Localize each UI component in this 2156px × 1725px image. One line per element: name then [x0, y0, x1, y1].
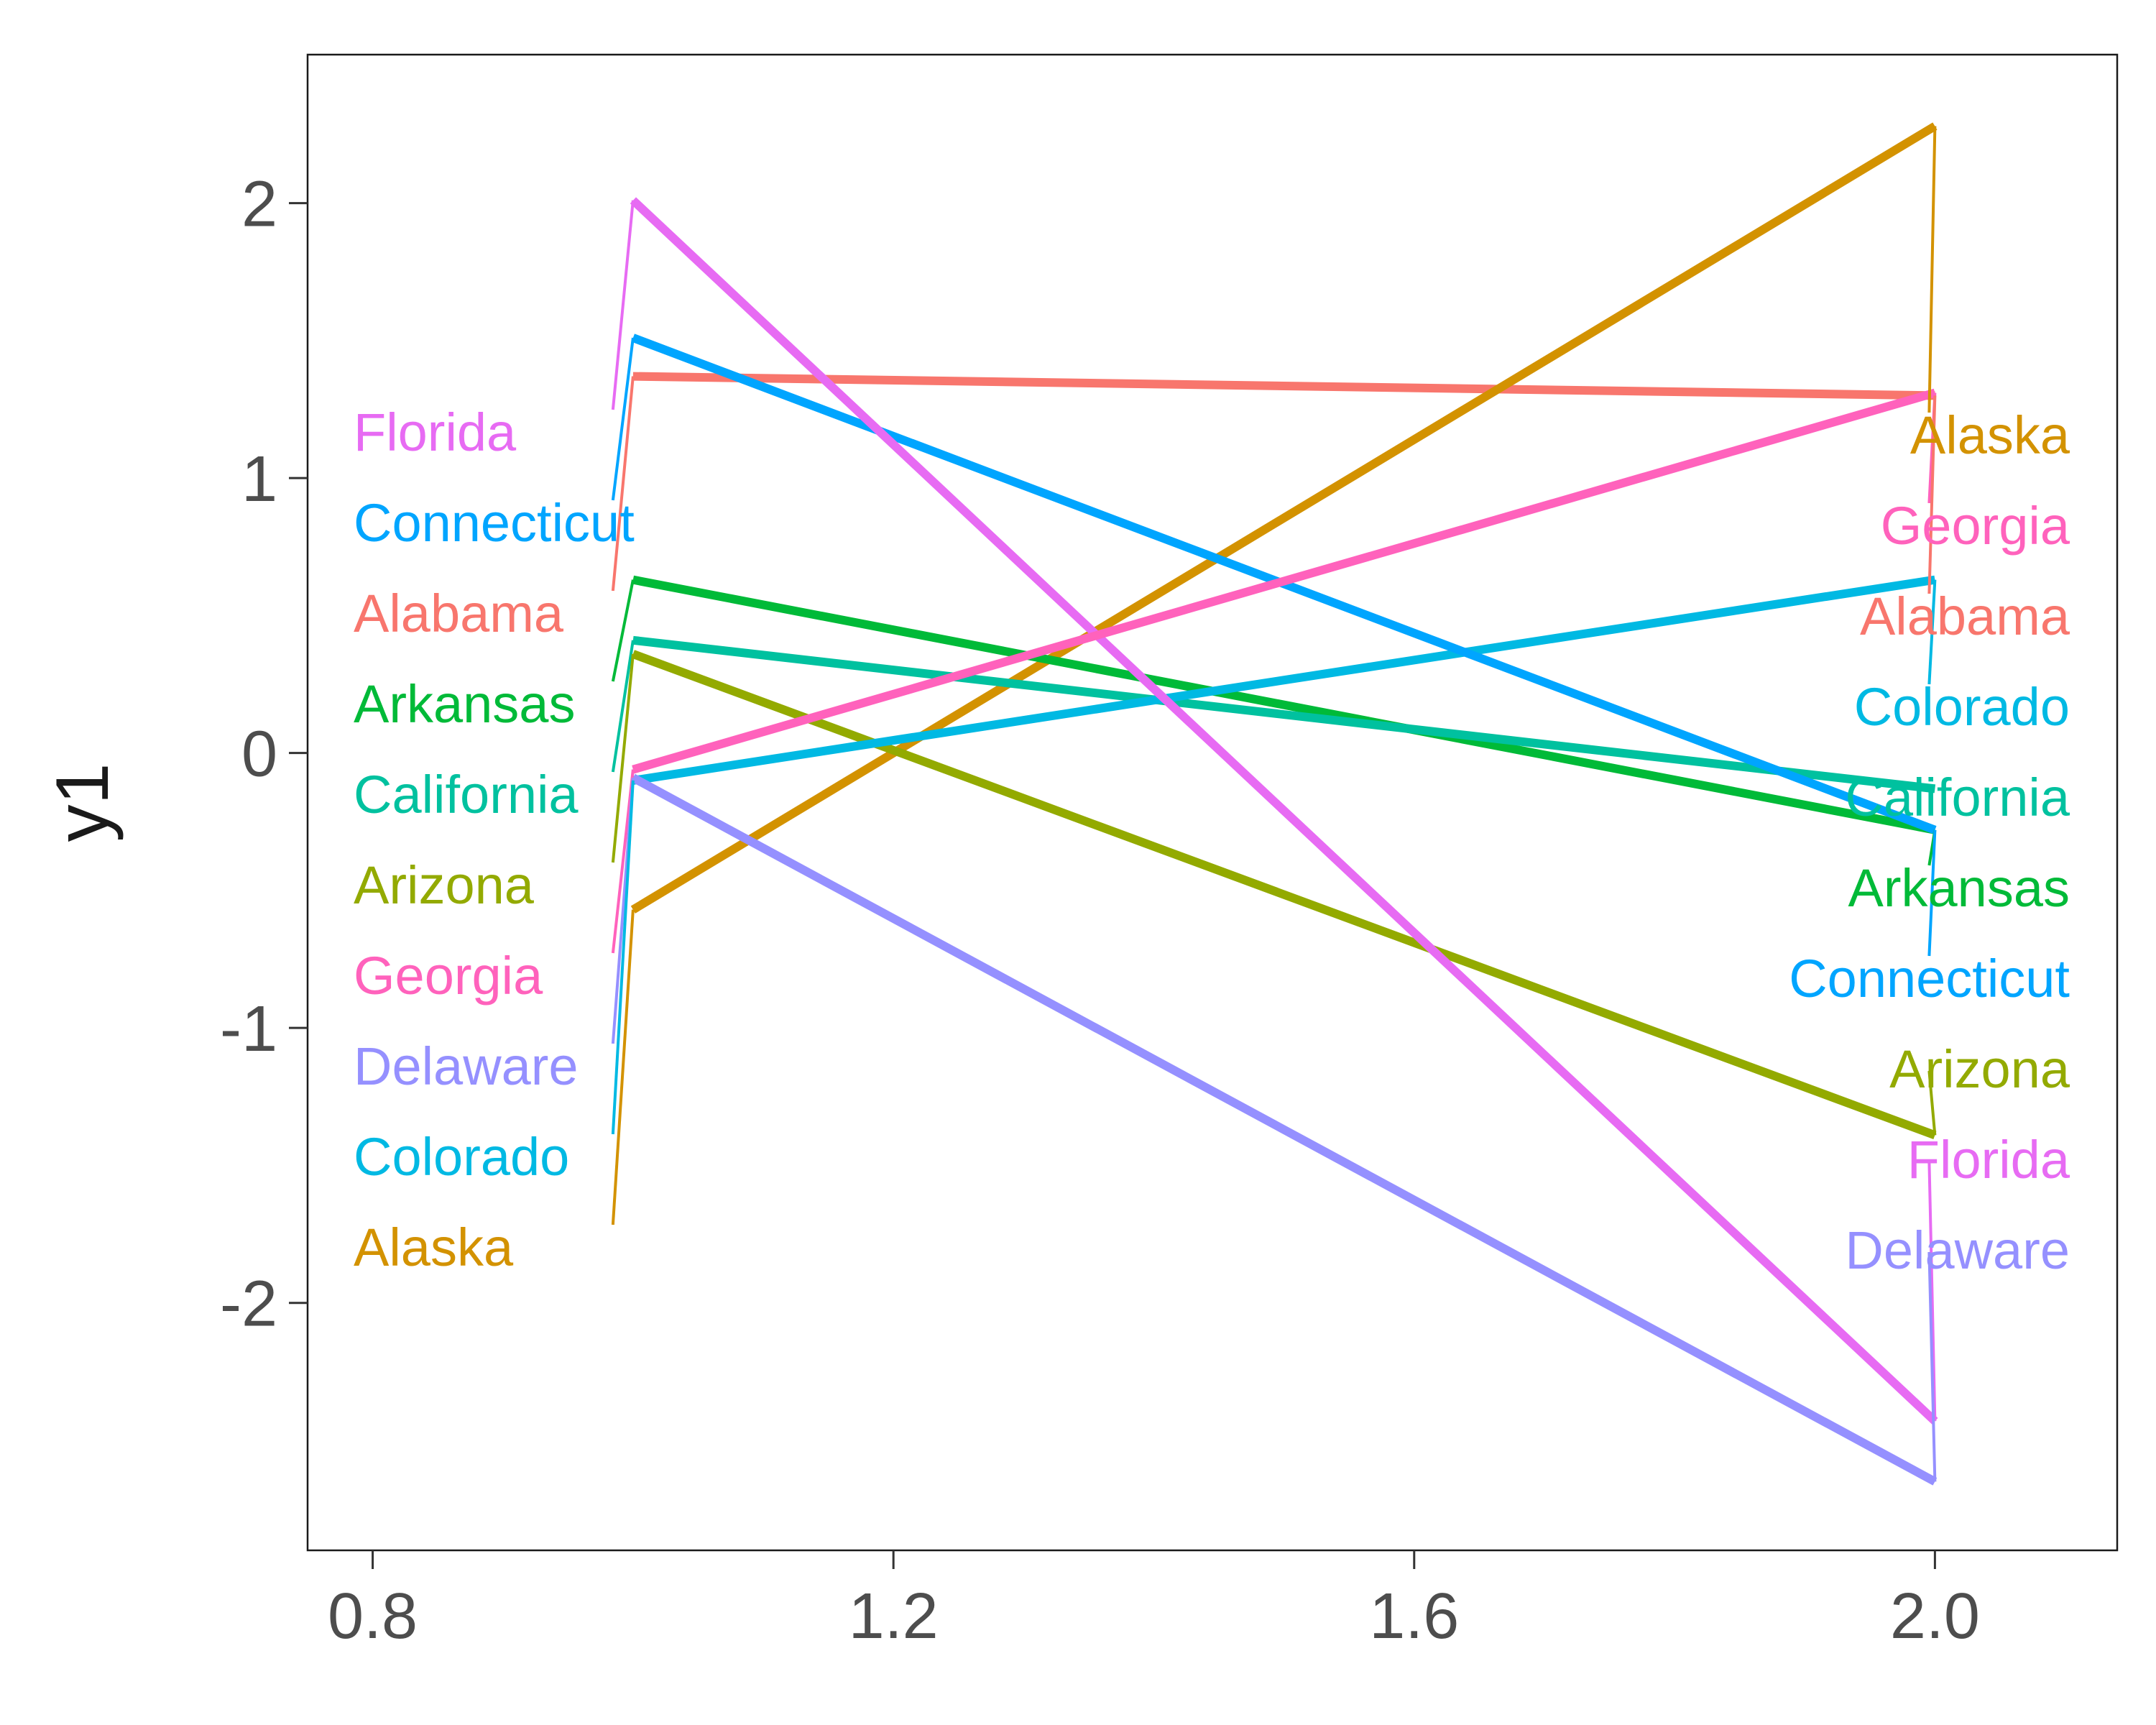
- left-leader-alaska: [611, 909, 635, 1225]
- right-leader-alaska: [1927, 126, 1937, 413]
- x-tick-label: 2.0: [1890, 1581, 1980, 1652]
- y-tick-label: 0: [241, 719, 277, 791]
- right-leader-connecticut: [1927, 829, 1937, 957]
- left-label-colorado: Colorado: [354, 1127, 569, 1187]
- y-tick-label: 2: [241, 169, 277, 241]
- right-label-california: California: [1845, 768, 2070, 827]
- right-leader-florida: [1927, 1161, 1937, 1422]
- left-label-georgia: Georgia: [354, 946, 543, 1006]
- right-leader-colorado: [1927, 579, 1937, 685]
- left-leader-alabama: [611, 376, 635, 592]
- right-leader-arizona: [1927, 1070, 1937, 1136]
- y-axis-title: y1: [41, 763, 124, 842]
- x-tick-label: 1.6: [1369, 1581, 1459, 1652]
- right-label-alabama: Alabama: [1860, 586, 2070, 646]
- right-label-connecticut: Connecticut: [1789, 949, 2070, 1008]
- series-line-california: [632, 635, 1936, 794]
- left-leader-arizona: [611, 653, 635, 863]
- series-line-georgia: [632, 388, 1937, 774]
- right-label-arkansas: Arkansas: [1848, 858, 2070, 918]
- left-label-arizona: Arizona: [354, 855, 535, 915]
- y-axis: -2 -1 0 1 2: [220, 169, 308, 1340]
- left-leader-colorado: [611, 780, 635, 1135]
- right-label-georgia: Georgia: [1881, 496, 2070, 556]
- series-line-alabama: [632, 372, 1935, 400]
- right-label-florida: Florida: [1907, 1130, 2070, 1190]
- y-tick-label: -2: [220, 1269, 277, 1340]
- series-line-florida: [630, 197, 1938, 1425]
- left-label-delaware: Delaware: [354, 1036, 579, 1096]
- series-line-arkansas: [632, 575, 1936, 834]
- right-leader-alabama: [1927, 395, 1937, 594]
- y-tick-label: -1: [220, 993, 277, 1065]
- y-tick-label: 1: [241, 443, 277, 515]
- series-line-alaska: [630, 122, 1938, 914]
- left-leader-arkansas: [611, 579, 635, 682]
- x-axis: 0.8 1.2 1.6 2.0: [328, 1550, 1980, 1652]
- x-tick-label: 1.2: [849, 1581, 939, 1652]
- left-label-florida: Florida: [354, 402, 517, 462]
- left-label-alaska: Alaska: [354, 1218, 514, 1277]
- x-tick-label: 0.8: [328, 1581, 418, 1652]
- left-leader-florida: [611, 200, 635, 410]
- right-label-colorado: Colorado: [1854, 677, 2070, 737]
- series-line-arizona: [631, 650, 1937, 1139]
- right-label-arizona: Arizona: [1889, 1039, 2070, 1099]
- right-leader-delaware: [1927, 1251, 1937, 1482]
- left-label-arkansas: Arkansas: [354, 674, 575, 734]
- right-label-delaware: Delaware: [1845, 1220, 2070, 1280]
- right-label-alaska: Alaska: [1910, 405, 2070, 465]
- series-line-delaware: [631, 773, 1938, 1486]
- left-leader-california: [611, 640, 635, 773]
- left-leader-georgia: [611, 769, 635, 954]
- left-label-connecticut: Connecticut: [354, 493, 635, 553]
- left-label-alabama: Alabama: [354, 584, 564, 643]
- panel-border: [306, 53, 2119, 1552]
- left-label-california: California: [354, 765, 579, 824]
- left-leader-connecticut: [611, 337, 635, 501]
- series-line-colorado: [632, 575, 1936, 785]
